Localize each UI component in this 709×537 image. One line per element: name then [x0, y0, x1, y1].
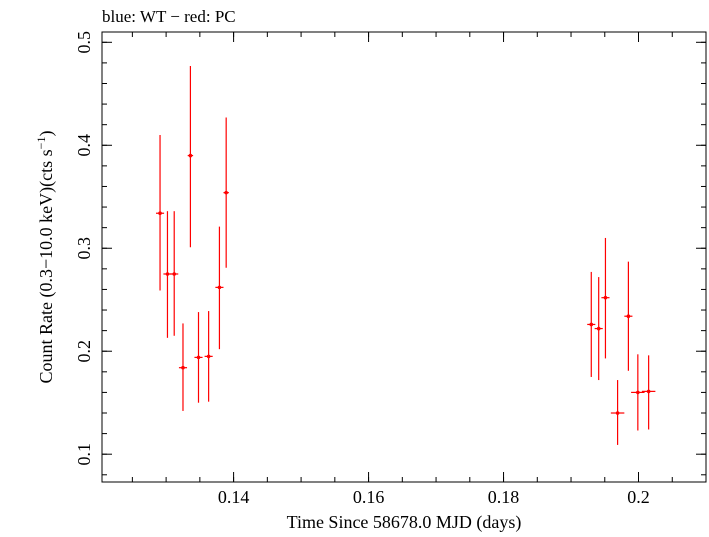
data-point [155, 134, 165, 291]
y-tick-label: 0.3 [74, 237, 94, 259]
data-point [223, 117, 229, 268]
data-point [641, 355, 656, 430]
data-marker [224, 190, 228, 195]
data-marker [217, 285, 222, 290]
data-point [594, 277, 603, 381]
y-tick-label: 0.5 [74, 31, 94, 54]
x-tick-label: 0.16 [353, 487, 385, 507]
data-marks [155, 65, 656, 445]
x-tick-label: 0.14 [218, 487, 250, 507]
data-marker [646, 389, 651, 394]
plot-frame [101, 31, 707, 483]
data-marker [626, 314, 631, 319]
y-axis-title-superscript: −1 [34, 137, 48, 150]
data-point [624, 261, 633, 371]
x-tick-label: 0.2 [627, 487, 650, 507]
y-tick-label: 0.4 [74, 134, 94, 157]
x-tick-label: 0.18 [488, 487, 520, 507]
y-axis-title-main: Count Rate (0.3−10.0 keV)(cts s [36, 149, 57, 383]
x-axis-tick-labels: 0.14 0.16 0.18 0.2 [218, 487, 650, 507]
y-tick-label: 0.1 [74, 443, 94, 466]
data-marker [603, 295, 608, 300]
data-marker [636, 390, 640, 395]
data-point [587, 271, 596, 377]
data-point [170, 211, 179, 336]
data-marker [196, 355, 201, 360]
data-point [204, 311, 213, 402]
y-axis-title-close: ) [36, 131, 57, 137]
data-point [178, 323, 188, 411]
data-marker [165, 272, 170, 276]
y-axis-ticks [102, 41, 706, 476]
x-axis-title: Time Since 58678.0 MJD (days) [287, 512, 522, 532]
data-marker [589, 322, 594, 327]
data-marker [596, 326, 601, 331]
data-point [194, 312, 203, 403]
data-point [610, 380, 625, 445]
data-point [631, 354, 645, 431]
data-point [163, 211, 172, 338]
data-marker [172, 272, 177, 276]
y-tick-label: 0.2 [74, 340, 94, 363]
data-point [215, 226, 224, 350]
data-marker [615, 411, 620, 415]
data-point [601, 237, 610, 359]
data-marker [181, 365, 185, 370]
data-marker [206, 354, 211, 359]
data-marker [158, 211, 162, 216]
data-marker [188, 153, 193, 158]
y-axis-tick-labels: 0.1 0.2 0.3 0.4 0.5 [74, 31, 94, 465]
series-legend-text: blue: WT − red: PC [102, 7, 236, 26]
x-axis-ticks [131, 32, 707, 482]
y-axis-title: Count Rate (0.3−10.0 keV)(cts s−1) [34, 131, 57, 384]
data-point [187, 65, 194, 248]
